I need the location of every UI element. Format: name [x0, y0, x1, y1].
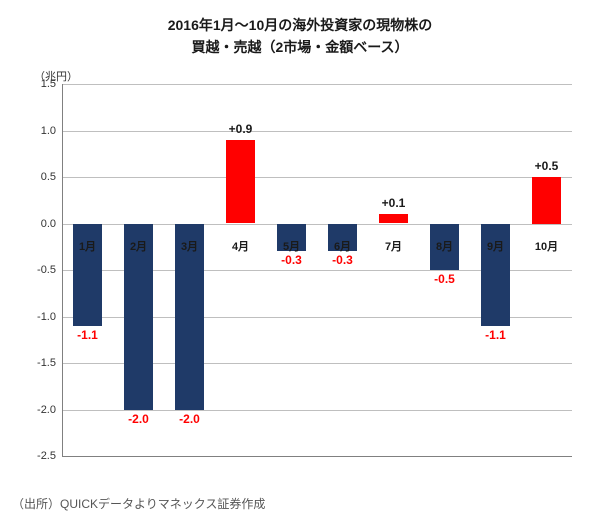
- x-tick-label: 2月: [130, 238, 147, 254]
- bar-value-label: -1.1: [485, 328, 506, 342]
- y-tick-label: 0.5: [41, 171, 62, 183]
- bar-value-label: +0.5: [535, 159, 559, 173]
- x-tick-label: 1月: [79, 238, 96, 254]
- bar-value-label: +0.9: [229, 122, 253, 136]
- page-root: 2016年1月～10月の海外投資家の現物株の 買越・売越（2市場・金額ベース） …: [0, 0, 600, 524]
- bar-value-label: -2.0: [128, 412, 149, 426]
- y-tick-label: 1.0: [41, 125, 62, 137]
- chart-title-line1: 2016年1月～10月の海外投資家の現物株の: [0, 14, 600, 36]
- y-tick-label: 0.0: [41, 218, 62, 230]
- y-axis-line: [62, 84, 63, 456]
- x-tick-label: 3月: [181, 238, 198, 254]
- x-tick-label: 4月: [232, 238, 249, 254]
- bar-value-label: -2.0: [179, 412, 200, 426]
- gridline: [62, 177, 572, 178]
- bar-value-label: +0.1: [382, 196, 406, 210]
- y-tick-label: -1.0: [37, 311, 62, 323]
- bar-value-label: -1.1: [77, 328, 98, 342]
- x-tick-label: 6月: [334, 238, 351, 254]
- bar: [379, 214, 409, 223]
- y-tick-label: -1.5: [37, 357, 62, 369]
- chart-title: 2016年1月～10月の海外投資家の現物株の 買越・売越（2市場・金額ベース）: [0, 0, 600, 59]
- x-axis-line: [62, 456, 572, 457]
- bar: [226, 140, 256, 224]
- gridline: [62, 410, 572, 411]
- bar-value-label: -0.3: [281, 253, 302, 267]
- gridline: [62, 131, 572, 132]
- gridline: [62, 84, 572, 85]
- x-tick-label: 8月: [436, 238, 453, 254]
- x-tick-label: 7月: [385, 238, 402, 254]
- x-tick-label: 10月: [535, 238, 558, 254]
- y-tick-label: -0.5: [37, 264, 62, 276]
- bar-value-label: -0.3: [332, 253, 353, 267]
- x-tick-label: 5月: [283, 238, 300, 254]
- y-tick-label: 1.5: [41, 78, 62, 90]
- chart-plot-area: 1.51.00.50.0-0.5-1.0-1.5-2.0-2.5-1.11月-2…: [62, 84, 572, 456]
- bar: [532, 177, 562, 224]
- y-tick-label: -2.0: [37, 404, 62, 416]
- bar-value-label: -0.5: [434, 272, 455, 286]
- chart-source: （出所）QUICKデータよりマネックス証券作成: [12, 495, 265, 512]
- x-tick-label: 9月: [487, 238, 504, 254]
- chart-title-line2: 買越・売越（2市場・金額ベース）: [0, 36, 600, 58]
- y-tick-label: -2.5: [37, 450, 62, 462]
